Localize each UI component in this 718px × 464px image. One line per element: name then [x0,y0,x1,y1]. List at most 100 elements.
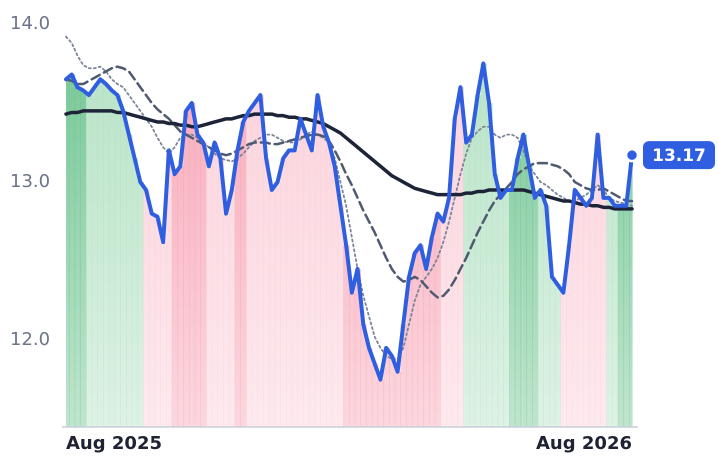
area-band [451,118,459,427]
area-band [314,95,322,427]
area-band [143,189,150,427]
area-band [526,166,533,427]
end-label: 13.17 [652,146,706,166]
area-band [629,155,633,427]
area-band [503,189,510,427]
area-band [537,189,544,427]
area-band [66,79,70,428]
area-band [383,347,390,427]
area-band [600,197,607,427]
area-band [480,63,487,428]
area-band [423,268,430,427]
area-band [297,118,304,427]
area-band [148,213,156,427]
end-label-box [643,141,715,170]
x-tick-label: Aug 2025 [66,433,162,454]
area-band [486,103,493,428]
area-band [320,126,327,427]
series-line [64,61,634,382]
area-band [594,134,602,428]
area-band [606,197,613,427]
area-band [331,166,339,427]
area-band [611,205,619,427]
y-tick-label: 13.0 [10,171,50,192]
area-band [257,95,264,427]
label-layer: 12.0 13.0 14.0 Aug 2025 Aug 2026 13.17 [10,13,715,454]
area-band [131,158,139,428]
area-band [514,158,522,428]
area-band [80,90,87,428]
area-band [251,103,259,428]
area-band [183,110,190,427]
area-band [434,213,442,427]
area-band [394,371,402,427]
area-band [360,324,367,427]
area-band [200,142,207,427]
area-band [446,197,453,427]
area-band [211,142,219,427]
area-band [429,237,436,427]
area-band [566,245,573,427]
area-band [326,142,333,427]
area-band [377,379,384,427]
area-band [246,110,253,427]
area-band [349,292,356,427]
area-band [177,166,184,427]
area-band [457,87,464,427]
series-line [65,35,633,360]
area-band [120,110,127,427]
area-band [126,134,133,428]
area-band [228,189,236,427]
area-band [554,284,562,427]
area-band [549,276,556,427]
area-band [280,158,287,428]
area-band [491,174,499,427]
area-band [217,158,224,428]
area-band [366,347,373,427]
area-band [268,189,276,427]
area-band [234,150,241,427]
area-band [560,292,567,427]
area-band [543,205,550,427]
area-layer [66,63,633,428]
area-band [291,150,299,427]
area-band [74,87,81,427]
area-band [137,182,144,427]
area-band [114,95,121,427]
area-band [589,197,596,427]
area-band [166,150,173,427]
area-band [343,245,350,427]
line-layer [64,35,634,382]
x-tick-label: Aug 2026 [536,433,632,454]
area-band [400,324,407,427]
end-dot [624,147,640,163]
area-band [577,197,585,427]
y-tick-label: 12.0 [10,329,50,350]
area-band [469,134,476,428]
area-band [571,189,579,427]
area-band [171,174,179,427]
area-band [263,158,270,428]
area-band [274,182,281,427]
area-band [160,242,167,427]
area-band [154,216,161,427]
area-band [223,213,230,427]
area-band [103,84,110,427]
area-band [86,95,93,427]
area-band [371,363,379,427]
area-band [440,221,447,427]
area-band [474,95,482,427]
area-band [389,355,396,427]
area-band [497,197,504,427]
area-band [617,205,625,427]
area-band [194,134,201,428]
area-band [406,276,413,427]
area-band [337,205,344,427]
area-band [308,150,316,427]
area-band [583,205,590,427]
area-band [303,134,310,428]
area-band [531,197,539,427]
series-line [64,65,634,299]
area-band [417,245,424,427]
